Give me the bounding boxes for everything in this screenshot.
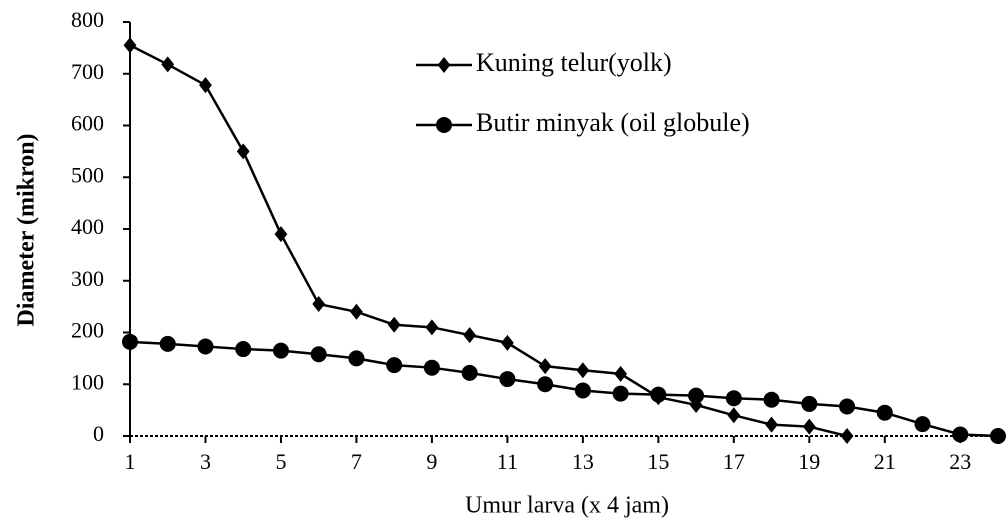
diamond-marker bbox=[425, 319, 439, 336]
diamond-marker bbox=[274, 226, 288, 243]
x-tick-label: 13 bbox=[572, 449, 594, 474]
diamond-marker bbox=[123, 37, 137, 54]
diamond-marker bbox=[614, 365, 628, 382]
x-tick-label: 15 bbox=[647, 449, 669, 474]
diamond-marker bbox=[576, 362, 590, 379]
circle-marker bbox=[197, 338, 214, 355]
circle-marker bbox=[688, 387, 705, 404]
circle-marker bbox=[952, 426, 969, 443]
y-tick-label: 300 bbox=[71, 266, 104, 291]
x-tick-label: 3 bbox=[200, 449, 211, 474]
circle-marker bbox=[423, 359, 440, 376]
circle-marker bbox=[537, 376, 554, 393]
circle-marker bbox=[122, 333, 138, 350]
legend-marker bbox=[437, 57, 451, 73]
diamond-marker bbox=[236, 143, 250, 160]
circle-marker bbox=[159, 335, 176, 352]
diamond-marker bbox=[463, 327, 477, 344]
diamond-marker bbox=[161, 56, 175, 73]
x-tick-label: 1 bbox=[125, 449, 136, 474]
legend-label: Kuning telur(yolk) bbox=[476, 48, 672, 77]
diamond-marker bbox=[199, 77, 212, 94]
diamond-marker bbox=[802, 418, 816, 435]
diamond-marker bbox=[350, 303, 363, 320]
circle-marker bbox=[272, 342, 289, 359]
x-tick-label: 9 bbox=[426, 449, 437, 474]
diamond-marker bbox=[727, 407, 741, 424]
circle-marker bbox=[235, 341, 252, 358]
circle-marker bbox=[876, 404, 893, 421]
diamond-marker bbox=[765, 416, 778, 433]
x-tick-label: 11 bbox=[497, 449, 518, 474]
circle-marker bbox=[612, 385, 629, 402]
x-tick-label: 5 bbox=[275, 449, 286, 474]
y-tick-label: 0 bbox=[93, 421, 104, 446]
series-line bbox=[129, 340, 999, 438]
circle-marker bbox=[348, 350, 365, 367]
circle-marker bbox=[386, 357, 403, 374]
circle-marker bbox=[725, 390, 742, 407]
diamond-marker bbox=[312, 296, 326, 313]
y-axis-title: Diameter (mikron) bbox=[14, 133, 40, 326]
diamond-marker bbox=[387, 316, 401, 333]
x-tick-label: 23 bbox=[949, 449, 971, 474]
circle-marker bbox=[763, 391, 780, 408]
diamond-marker bbox=[500, 334, 514, 351]
legend-label: Butir minyak (oil globule) bbox=[476, 108, 750, 137]
x-tick-label: 17 bbox=[723, 449, 745, 474]
circle-marker bbox=[461, 364, 478, 381]
legend-marker bbox=[436, 117, 452, 133]
y-tick-label: 400 bbox=[71, 214, 104, 239]
diamond-marker bbox=[538, 358, 552, 375]
circle-marker bbox=[310, 346, 327, 363]
circle-marker bbox=[914, 416, 931, 433]
diamond-marker bbox=[840, 428, 854, 444]
y-tick-label: 800 bbox=[71, 7, 104, 32]
y-tick-label: 700 bbox=[71, 59, 104, 84]
x-tick-label: 7 bbox=[351, 449, 362, 474]
x-tick-label: 19 bbox=[798, 449, 820, 474]
circle-marker bbox=[650, 386, 667, 403]
x-tick-label: 21 bbox=[874, 449, 896, 474]
circle-marker bbox=[801, 395, 818, 412]
circle-marker bbox=[574, 382, 591, 399]
y-tick-label: 500 bbox=[71, 162, 104, 187]
series-line bbox=[129, 44, 848, 438]
y-tick-label: 100 bbox=[71, 369, 104, 394]
x-axis-title: Umur larva (x 4 jam) bbox=[465, 493, 669, 519]
circle-marker bbox=[499, 371, 516, 388]
y-tick-label: 200 bbox=[71, 318, 104, 343]
circle-marker bbox=[990, 428, 1006, 444]
y-tick-label: 600 bbox=[71, 111, 104, 136]
circle-marker bbox=[839, 398, 856, 415]
